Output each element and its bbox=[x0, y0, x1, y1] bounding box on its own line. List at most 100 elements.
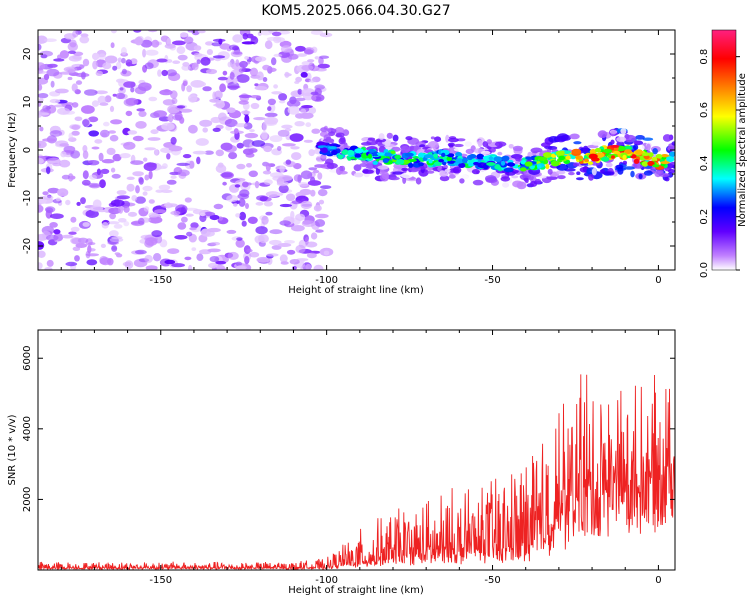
heatmap-noise-cell bbox=[262, 170, 272, 175]
heatmap-noise-cell bbox=[81, 179, 91, 186]
heatmap-noise-cell bbox=[284, 128, 292, 132]
heatmap-noise-cell bbox=[99, 129, 110, 138]
heatmap-noise-cell bbox=[244, 256, 250, 265]
heatmap-noise-cell bbox=[158, 184, 171, 191]
heatmap-noise-cell bbox=[210, 241, 221, 246]
heatmap-noise-cell bbox=[233, 202, 238, 207]
heatmap-noise-cell bbox=[279, 165, 285, 173]
heatmap-noise-cell bbox=[109, 230, 119, 238]
heatmap-noise-cell bbox=[132, 135, 144, 142]
heatmap-signal-cell bbox=[432, 153, 438, 158]
heatmap-halo-cell bbox=[320, 155, 327, 159]
heatmap-noise-cell bbox=[303, 139, 313, 143]
heatmap-noise-cell bbox=[115, 61, 122, 70]
heatmap-noise-cell bbox=[242, 181, 249, 188]
heatmap-noise-cell bbox=[255, 56, 267, 62]
heatmap-noise-cell bbox=[236, 74, 250, 83]
heatmap-noise-cell bbox=[193, 52, 203, 57]
heatmap-noise-cell bbox=[148, 212, 159, 218]
heatmap-noise-cell bbox=[219, 43, 231, 50]
heatmap-noise-cell bbox=[295, 213, 306, 221]
heatmap-signal-cell bbox=[655, 154, 663, 159]
heatmap-noise-cell bbox=[279, 254, 288, 263]
heatmap-halo-cell bbox=[401, 167, 409, 172]
heatmap-noise-cell bbox=[232, 34, 243, 43]
heatmap-noise-cell bbox=[310, 30, 324, 35]
heatmap-signal-cell bbox=[520, 167, 527, 172]
heatmap-noise-cell bbox=[238, 100, 249, 105]
heatmap-noise-cell bbox=[102, 62, 112, 70]
heatmap-noise-cell bbox=[199, 212, 206, 217]
heatmap-noise-cell bbox=[181, 64, 191, 71]
heatmap-noise-cell bbox=[264, 40, 273, 50]
heatmap-noise-cell bbox=[39, 126, 44, 132]
heatmap-halo-cell bbox=[320, 127, 329, 133]
heatmap-halo-cell bbox=[359, 163, 369, 167]
heatmap-signal-cell bbox=[447, 153, 455, 158]
heatmap-noise-cell bbox=[150, 129, 159, 135]
heatmap-noise-cell bbox=[248, 170, 258, 178]
heatmap-noise-cell bbox=[59, 71, 73, 75]
heatmap-noise-cell bbox=[236, 142, 244, 149]
heatmap-noise-cell bbox=[281, 124, 293, 129]
heatmap-noise-cell bbox=[250, 95, 261, 99]
heatmap-noise-cell bbox=[144, 237, 158, 246]
heatmap-noise-cell bbox=[166, 59, 173, 63]
heatmap-signal-cell bbox=[542, 152, 553, 158]
heatmap-noise-cell bbox=[262, 77, 268, 82]
heatmap-signal-cell bbox=[641, 152, 650, 157]
heatmap-halo-cell bbox=[485, 175, 497, 183]
heatmap-halo-cell bbox=[378, 133, 385, 140]
heatmap-noise-cell bbox=[269, 135, 283, 143]
heatmap-signal-cell bbox=[418, 152, 425, 159]
heatmap-noise-cell bbox=[164, 259, 176, 265]
heatmap-noise-cell bbox=[85, 209, 99, 218]
heatmap-noise-cell bbox=[120, 47, 127, 56]
heatmap-halo-cell bbox=[605, 162, 613, 168]
heatmap-noise-cell bbox=[59, 143, 70, 147]
heatmap-noise-cell bbox=[176, 46, 186, 55]
heatmap-noise-cell bbox=[182, 154, 192, 159]
heatmap-noise-cell bbox=[246, 163, 252, 168]
heatmap-noise-cell bbox=[284, 71, 290, 78]
heatmap-noise-cell bbox=[297, 88, 303, 95]
heatmap-signal-cell bbox=[565, 155, 571, 160]
heatmap-noise-cell bbox=[74, 116, 83, 122]
heatmap-halo-cell bbox=[523, 177, 529, 182]
heatmap-noise-cell bbox=[168, 145, 183, 152]
heatmap-noise-cell bbox=[247, 216, 258, 224]
heatmap-noise-cell bbox=[313, 264, 324, 270]
heatmap-noise-cell bbox=[307, 59, 315, 63]
heatmap-noise-cell bbox=[125, 59, 133, 67]
heatmap-noise-cell bbox=[295, 244, 306, 254]
heatmap-signal-cell bbox=[368, 148, 375, 153]
heatmap-noise-cell bbox=[190, 222, 199, 229]
heatmap-noise-cell bbox=[186, 231, 193, 237]
heatmap-noise-cell bbox=[256, 71, 264, 81]
heatmap-signal-cell bbox=[354, 153, 362, 158]
heatmap-noise-cell bbox=[121, 57, 126, 64]
heatmap-halo-cell bbox=[568, 171, 575, 176]
x-tick-label: -50 bbox=[484, 575, 500, 586]
heatmap-noise-cell bbox=[246, 248, 253, 253]
heatmap-noise-cell bbox=[276, 181, 289, 187]
heatmap-noise-cell bbox=[63, 66, 78, 73]
heatmap-halo-cell bbox=[464, 141, 472, 147]
heatmap-noise-cell bbox=[171, 263, 186, 268]
heatmap-noise-cell bbox=[145, 49, 159, 56]
heatmap-noise-cell bbox=[263, 201, 273, 207]
heatmap-noise-cell bbox=[235, 213, 241, 218]
heatmap-noise-cell bbox=[281, 143, 296, 147]
heatmap-noise-cell bbox=[166, 69, 178, 77]
heatmap-noise-cell bbox=[69, 175, 76, 180]
heatmap-noise-cell bbox=[94, 139, 103, 144]
heatmap-noise-cell bbox=[46, 166, 51, 175]
heatmap-noise-cell bbox=[151, 230, 163, 238]
heatmap-signal-cell bbox=[536, 164, 542, 169]
heatmap-noise-cell bbox=[300, 108, 307, 114]
heatmap-noise-cell bbox=[50, 80, 55, 88]
heatmap-noise-cell bbox=[308, 167, 318, 171]
heatmap-noise-cell bbox=[117, 57, 122, 63]
heatmap-noise-cell bbox=[273, 53, 283, 58]
heatmap-signal-cell bbox=[503, 167, 514, 173]
